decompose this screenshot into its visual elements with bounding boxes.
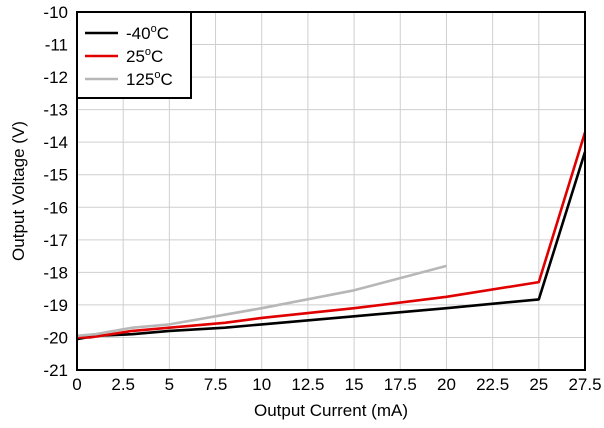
x-tick-label: 17.5 [384, 375, 417, 394]
legend-label: 125oC [126, 69, 173, 89]
legend: -40oC 25oC 125oC [76, 11, 192, 99]
x-tick-label: 22.5 [476, 375, 509, 394]
y-tick-label: -15 [43, 166, 68, 185]
y-axis-ticks: -10 -11 -12 -13 -14 -15 -16 -17 -18 -19 -20 -21 [43, 3, 68, 380]
x-axis-title: Output Current (mA) [254, 401, 408, 420]
y-tick-label: -11 [45, 36, 68, 55]
x-tick-label: 15 [345, 375, 364, 394]
legend-label: 25oC [126, 46, 163, 66]
x-tick-label: 5 [165, 375, 174, 394]
y-tick-label: -17 [43, 231, 68, 250]
x-tick-label: 10 [252, 375, 271, 394]
x-axis-ticks: 0 2.5 5 7.5 10 12.5 15 17.5 20 22.5 25 27.5 [72, 375, 601, 394]
plot-frame [76, 11, 586, 371]
x-tick-label: 25 [529, 375, 548, 394]
legend-label: -40oC [126, 23, 169, 43]
y-axis-title: Output Voltage (V) [9, 121, 28, 261]
y-tick-label: -14 [43, 133, 68, 152]
y-tick-label: -19 [43, 296, 68, 315]
y-tick-label: -10 [43, 3, 68, 22]
legend-box [76, 11, 192, 99]
series-line [76, 264, 447, 338]
y-tick-label: -13 [43, 101, 68, 120]
y-tick-label: -20 [43, 328, 68, 347]
y-tick-label: -12 [43, 68, 68, 87]
series-line [77, 132, 587, 339]
y-tick-label: -16 [43, 198, 68, 217]
x-tick-label: 27.5 [568, 375, 601, 394]
x-tick-label: 0 [72, 375, 81, 394]
x-tick-label: 7.5 [204, 375, 228, 394]
x-tick-label: 2.5 [111, 375, 135, 394]
y-tick-label: -18 [43, 263, 68, 282]
x-tick-label: 20 [437, 375, 456, 394]
x-tick-label: 12.5 [291, 375, 324, 394]
series-layer [76, 132, 587, 341]
y-tick-label: -21 [43, 361, 68, 380]
